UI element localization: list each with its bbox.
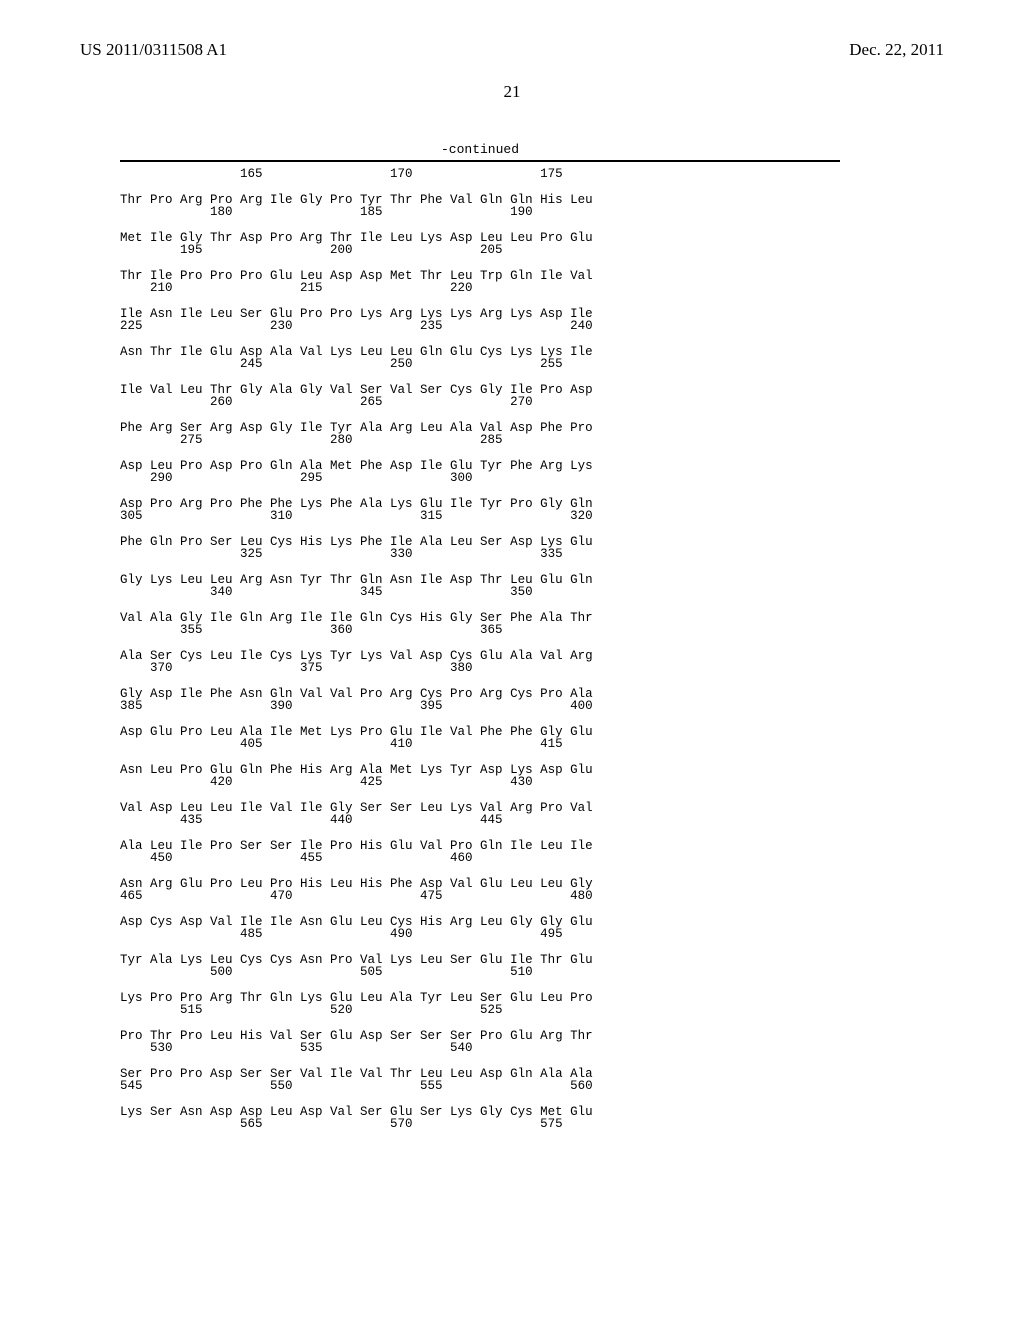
sequence-row: Asn Arg Glu Pro Leu Pro His Leu His Phe …: [120, 878, 1024, 903]
sequence-row: Lys Ser Asn Asp Asp Leu Asp Val Ser Glu …: [120, 1106, 1024, 1131]
sequence-row: Thr Pro Arg Pro Arg Ile Gly Pro Tyr Thr …: [120, 194, 1024, 219]
sequence-row: Ala Leu Ile Pro Ser Ser Ile Pro His Glu …: [120, 840, 1024, 865]
sequence-row: Phe Gln Pro Ser Leu Cys His Lys Phe Ile …: [120, 536, 1024, 561]
sequence-row: Asn Thr Ile Glu Asp Ala Val Lys Leu Leu …: [120, 346, 1024, 371]
page-header: US 2011/0311508 A1 Dec. 22, 2011: [0, 0, 1024, 64]
sequence-row: Asp Leu Pro Asp Pro Gln Ala Met Phe Asp …: [120, 460, 1024, 485]
sequence-listing: 165 170 175 Thr Pro Arg Pro Arg Ile Gly P…: [120, 168, 1024, 1131]
page-number: 21: [0, 64, 1024, 102]
sequence-row: Asn Leu Pro Glu Gln Phe His Arg Ala Met …: [120, 764, 1024, 789]
sequence-row: Asp Cys Asp Val Ile Ile Asn Glu Leu Cys …: [120, 916, 1024, 941]
sequence-row: 165 170 175: [120, 168, 1024, 181]
sequence-row: Ile Asn Ile Leu Ser Glu Pro Pro Lys Arg …: [120, 308, 1024, 333]
sequence-row: Val Ala Gly Ile Gln Arg Ile Ile Gln Cys …: [120, 612, 1024, 637]
sequence-row: Gly Asp Ile Phe Asn Gln Val Val Pro Arg …: [120, 688, 1024, 713]
publication-number: US 2011/0311508 A1: [80, 40, 227, 60]
sequence-row: Phe Arg Ser Arg Asp Gly Ile Tyr Ala Arg …: [120, 422, 1024, 447]
rule-top: [120, 160, 840, 162]
sequence-row: Val Asp Leu Leu Ile Val Ile Gly Ser Ser …: [120, 802, 1024, 827]
sequence-row: Gly Lys Leu Leu Arg Asn Tyr Thr Gln Asn …: [120, 574, 1024, 599]
sequence-row: Lys Pro Pro Arg Thr Gln Lys Glu Leu Ala …: [120, 992, 1024, 1017]
sequence-row: Thr Ile Pro Pro Pro Glu Leu Asp Asp Met …: [120, 270, 1024, 295]
sequence-row: Pro Thr Pro Leu His Val Ser Glu Asp Ser …: [120, 1030, 1024, 1055]
sequence-row: Ile Val Leu Thr Gly Ala Gly Val Ser Val …: [120, 384, 1024, 409]
sequence-row: Asp Pro Arg Pro Phe Phe Lys Phe Ala Lys …: [120, 498, 1024, 523]
continued-label: -continued: [120, 142, 840, 157]
sequence-row: Ala Ser Cys Leu Ile Cys Lys Tyr Lys Val …: [120, 650, 1024, 675]
publication-date: Dec. 22, 2011: [849, 40, 944, 60]
sequence-row: Tyr Ala Lys Leu Cys Cys Asn Pro Val Lys …: [120, 954, 1024, 979]
sequence-row: Ser Pro Pro Asp Ser Ser Val Ile Val Thr …: [120, 1068, 1024, 1093]
sequence-row: Asp Glu Pro Leu Ala Ile Met Lys Pro Glu …: [120, 726, 1024, 751]
sequence-row: Met Ile Gly Thr Asp Pro Arg Thr Ile Leu …: [120, 232, 1024, 257]
